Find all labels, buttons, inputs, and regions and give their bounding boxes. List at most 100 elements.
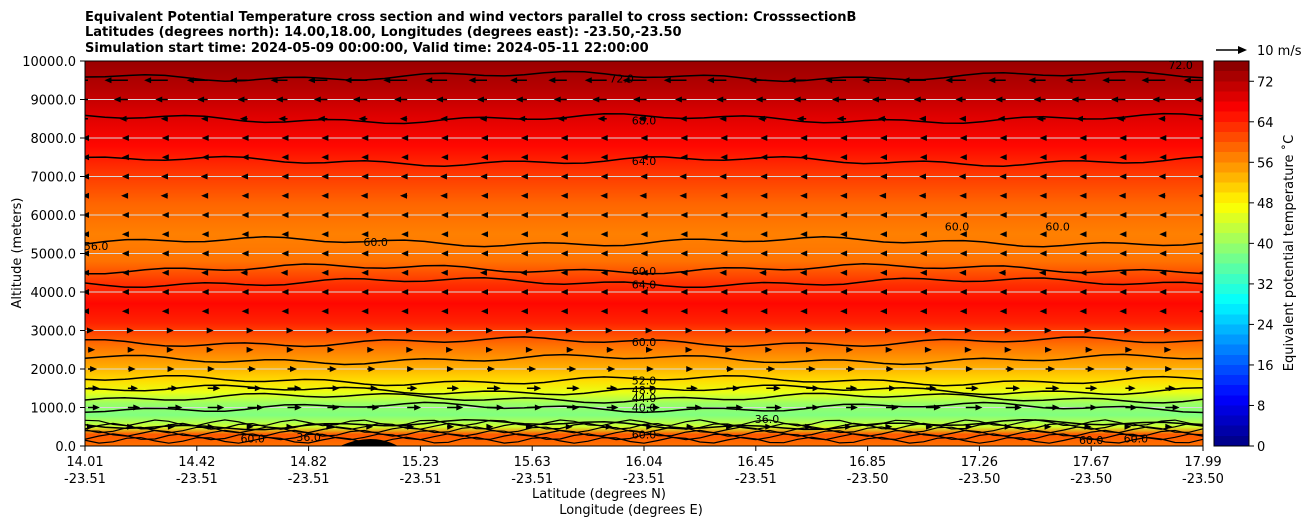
wind-arrow-head bbox=[800, 231, 808, 238]
wind-arrow-head bbox=[680, 135, 688, 141]
wind-arrow-head bbox=[1039, 289, 1047, 295]
wind-arrow-head bbox=[452, 385, 460, 392]
wind-arrow-head bbox=[632, 96, 640, 103]
terrain-peak bbox=[340, 439, 398, 446]
wind-arrow-head bbox=[1159, 135, 1167, 141]
surface-contour-1 bbox=[85, 433, 1203, 441]
colorbar-tick-label-9: 72 bbox=[1257, 75, 1274, 90]
x-tick-lon-0: -23.51 bbox=[64, 472, 106, 487]
wind-arrow-head bbox=[68, 77, 75, 83]
wind-arrow-head bbox=[479, 269, 487, 276]
wind-arrow-head bbox=[515, 96, 523, 103]
wind-arrow-head bbox=[85, 308, 89, 315]
wind-arrow-head bbox=[126, 327, 134, 334]
wind-arrow-head bbox=[358, 115, 366, 122]
wind-arrow-head bbox=[201, 135, 209, 141]
wind-arrow-head bbox=[757, 115, 765, 122]
wind-arrow-head bbox=[880, 289, 887, 295]
wind-arrow-head bbox=[133, 404, 141, 411]
wind-arrow-head bbox=[85, 135, 89, 141]
wind-arrow-head bbox=[825, 77, 833, 84]
wind-arrow-head bbox=[999, 231, 1007, 238]
wind-arrow-head bbox=[971, 385, 979, 392]
wind-arrow-head bbox=[161, 308, 169, 315]
wind-arrow-head bbox=[600, 154, 608, 161]
wind-arrow-head bbox=[840, 192, 848, 199]
wind-arrow-head bbox=[440, 269, 448, 276]
wind-arrow-head bbox=[519, 269, 527, 276]
wind-arrow-head bbox=[407, 366, 415, 372]
wind-arrow-head bbox=[361, 154, 369, 161]
wind-arrow-head bbox=[401, 154, 409, 161]
wind-arrow-head bbox=[959, 269, 967, 276]
wind-arrow-head bbox=[85, 192, 89, 199]
wind-arrow-head bbox=[695, 404, 703, 411]
wind-arrow-head bbox=[87, 327, 94, 334]
wind-arrow-head bbox=[87, 423, 94, 430]
wind-arrow-head bbox=[201, 231, 209, 238]
wind-arrow-head bbox=[401, 250, 409, 257]
wind-arrow-head bbox=[565, 423, 573, 430]
wind-arrow-head bbox=[171, 385, 179, 392]
wind-arrow-head bbox=[401, 269, 409, 276]
wind-arrow-head bbox=[321, 173, 329, 180]
wind-arrow-head bbox=[606, 346, 614, 353]
x-tick-lat-1: 14.42 bbox=[178, 455, 215, 470]
y-tick-label-1: 1000.0 bbox=[31, 402, 77, 417]
wind-arrow-head bbox=[652, 404, 660, 411]
wind-arrow-head bbox=[560, 269, 568, 276]
wind-arrow-head bbox=[160, 115, 168, 122]
wind-arrow-head bbox=[560, 173, 568, 180]
wind-arrow-head bbox=[85, 250, 89, 257]
wind-arrow-head bbox=[1044, 327, 1052, 334]
wind-arrow-head bbox=[726, 423, 734, 430]
wind-arrow-head bbox=[241, 212, 249, 218]
wind-arrow-head bbox=[410, 385, 418, 392]
wind-arrow-head bbox=[161, 154, 169, 161]
wind-arrow-head bbox=[919, 289, 927, 295]
wind-arrow-head bbox=[959, 154, 967, 161]
wind-arrow-head bbox=[256, 404, 264, 411]
wind-arrow-head bbox=[1079, 135, 1087, 141]
wind-arrow-head bbox=[1118, 192, 1126, 199]
wind-arrow-head bbox=[720, 135, 728, 141]
wind-arrow-head bbox=[760, 308, 768, 315]
wind-arrow-head bbox=[880, 212, 887, 218]
surface-contour-5 bbox=[85, 419, 1203, 427]
wind-arrow-head bbox=[525, 423, 533, 430]
wind-arrow-head bbox=[919, 250, 927, 257]
wind-arrow-head bbox=[486, 423, 494, 430]
wind-arrow-head bbox=[520, 173, 528, 180]
wind-arrow-head bbox=[270, 77, 278, 84]
wind-arrow-head bbox=[281, 192, 289, 199]
wind-arrow-head bbox=[241, 250, 249, 257]
wind-arrow-head bbox=[401, 231, 409, 238]
y-tick-label-10: 10000.0 bbox=[22, 55, 76, 70]
wind-arrow-head bbox=[560, 308, 568, 315]
wind-arrow-head bbox=[1198, 174, 1203, 179]
wind-arrow-head bbox=[361, 212, 369, 218]
wind-arrow-head bbox=[206, 346, 214, 353]
wind-arrow-head bbox=[840, 135, 848, 141]
wind-arrow-head bbox=[1159, 154, 1167, 161]
wind-arrow-head bbox=[121, 135, 129, 141]
wind-arrow-head bbox=[959, 135, 967, 141]
wind-arrow-head bbox=[765, 327, 773, 334]
contour-line-11 bbox=[85, 112, 1203, 125]
contour-line-7 bbox=[85, 276, 1203, 289]
wind-arrow-head bbox=[479, 115, 487, 122]
wind-arrow-head bbox=[144, 77, 152, 84]
wind-arrow-head bbox=[840, 173, 848, 180]
wind-arrow-head bbox=[441, 135, 449, 141]
wind-arrow-head bbox=[248, 366, 256, 372]
wind-arrow-head bbox=[1084, 423, 1092, 430]
wind-arrow-head bbox=[481, 154, 488, 161]
wind-arrow-head bbox=[1124, 423, 1132, 430]
wind-arrow-head bbox=[321, 192, 329, 199]
wind-arrow-head bbox=[680, 308, 688, 315]
wind-arrow-head bbox=[845, 327, 853, 334]
wind-arrow-head bbox=[889, 385, 897, 392]
wind-arrow-head bbox=[800, 154, 808, 161]
wind-arrow-head bbox=[560, 192, 568, 199]
wind-arrow-head bbox=[406, 346, 414, 353]
